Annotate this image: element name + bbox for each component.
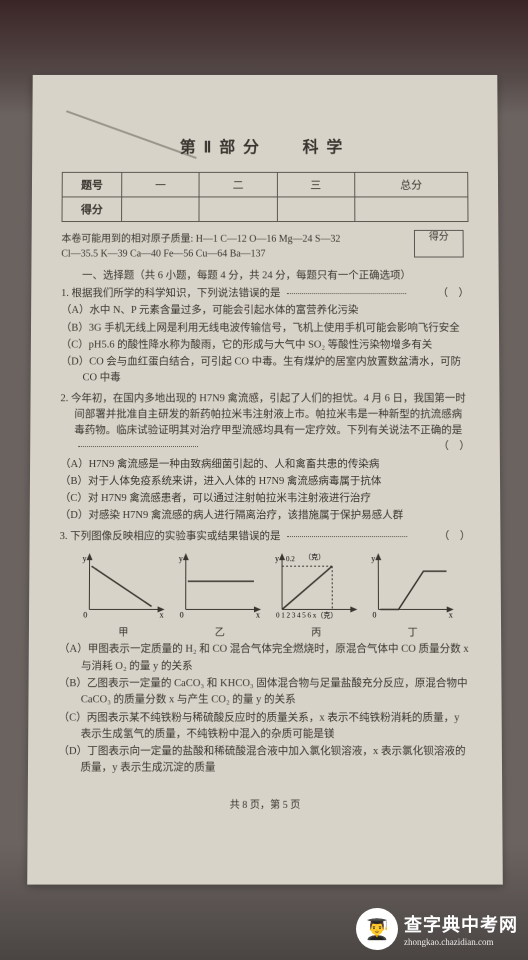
q-text: 3. 下列图像反映相应的实验事实或结果错误的是 <box>60 531 281 542</box>
chart-label-jia: 甲 <box>79 626 167 642</box>
atomic-mass-info: 得分 本卷可能用到的相对原子质量: H—1 C—12 O—16 Mg—24 S—… <box>61 232 468 262</box>
q2-option-a: （A）H7N9 禽流感是一种由致病细菌引起的、人和禽畜共患的传染病 <box>60 457 470 473</box>
chart-yi: y x 0 <box>176 551 264 619</box>
q2-stem: 2. 今年初，在国内多地出现的 H7N9 禽流感，引起了人们的担忧。4 月 6 … <box>60 391 470 456</box>
answer-bracket: （ ） <box>453 529 471 545</box>
chart-label-yi: 乙 <box>176 626 264 642</box>
svg-text:0: 0 <box>180 610 184 619</box>
cell <box>277 197 355 222</box>
q3-option-d: （D）丁图表示向一定量的盐酸和稀硫酸混合液中加入氯化钡溶液，x 表示氯化钡溶液的… <box>58 744 472 777</box>
answer-bracket: （ ） <box>451 286 468 302</box>
table-row: 题号 一 二 三 总分 <box>62 172 468 197</box>
score-table: 题号 一 二 三 总分 得分 <box>62 172 469 222</box>
answer-bracket: （ ） <box>452 439 470 455</box>
section-one-head: 一、选择题（共 6 小题，每题 4 分，共 24 分，每题只有一个正确选项） <box>61 267 469 282</box>
col-header: 三 <box>277 172 355 197</box>
q1-option-c: （C）pH5.6 的酸性降水称为酸雨，它的形成与大气中 SO₂ 等酸性污染物增多… <box>61 337 470 353</box>
question-2: 2. 今年初，在国内多地出现的 H7N9 禽流感，引起了人们的担忧。4 月 6 … <box>60 391 471 525</box>
svg-text:x: x <box>449 610 453 619</box>
chart-label-bing: 丙 <box>272 626 360 642</box>
watermark-logo: 👨‍🎓 查字典中考网 zhongkao.chazidian.com <box>356 908 518 950</box>
svg-text:y: y <box>179 554 183 563</box>
svg-text:y: y <box>83 554 87 563</box>
score-box-label: 得分 <box>429 232 449 243</box>
section-title: 第Ⅱ部分 科学 <box>62 134 468 158</box>
q2-option-b: （B）对于人体免疫系统来讲，进入人体的 H7N9 禽流感病毒属于抗体 <box>60 474 470 490</box>
chart-label-ding: 丁 <box>368 626 456 642</box>
svg-text:0.2: 0.2 <box>286 555 295 563</box>
q3-option-b: （B）乙图表示一定量的 CaCO₃ 和 KHCO₃ 固体混合物与足量盐酸充分反应… <box>59 676 472 709</box>
table-row: 得分 <box>62 197 468 222</box>
row-label: 得分 <box>62 197 122 222</box>
svg-text:（克）: （克） <box>304 553 325 561</box>
question-1: 1. 根据我们所学的科学知识，下列说法错误的是 （ ） （A）水中 N、P 元素… <box>61 286 470 387</box>
cell <box>199 197 277 222</box>
q3-stem: 3. 下列图像反映相应的实验事实或结果错误的是 （ ） <box>60 529 471 545</box>
q1-option-d: （D）CO 会与血红蛋白结合，可引起 CO 中毒。生有煤炉的居室内放置数盆清水，… <box>61 355 470 387</box>
col-header: 总分 <box>355 172 468 197</box>
chart-labels: 甲 乙 丙 丁 <box>79 626 471 642</box>
cell <box>355 197 468 222</box>
col-header: 二 <box>199 172 277 197</box>
q-text: 2. 今年初，在国内多地出现的 H7N9 禽流感，引起了人们的担忧。4 月 6 … <box>60 393 465 436</box>
q-text: 1. 根据我们所学的科学知识，下列说法错误的是 <box>61 288 280 299</box>
svg-text:x: x <box>256 610 260 619</box>
chart-ding: y x 0 <box>368 551 457 619</box>
q3-option-a: （A）甲图表示一定质量的 H₂ 和 CO 混合气体完全燃烧时，原混合气体中 CO… <box>59 642 471 675</box>
cell <box>122 197 200 222</box>
page-number: 共 8 页，第 5 页 <box>58 795 472 810</box>
col-header: 一 <box>122 172 200 197</box>
svg-text:x: x <box>160 610 164 619</box>
subject-label: 科学 <box>303 140 351 157</box>
exam-paper: 第Ⅱ部分 科学 题号 一 二 三 总分 得分 得分 本卷可能用到的相对原子质量:… <box>27 75 503 885</box>
svg-text:y: y <box>275 554 279 563</box>
logo-sub: zhongkao.chazidian.com <box>404 937 518 947</box>
atomic-line2: Cl—35.5 K—39 Ca—40 Fe—56 Cu—64 Ba—137 <box>61 247 468 262</box>
logo-main: 查字典中考网 <box>404 911 518 937</box>
col-header: 题号 <box>62 172 122 197</box>
chart-jia: y x 0 <box>79 551 168 619</box>
chart-bing: y 0.2 （克） 0 1 2 3 4 5 6 x（克） <box>272 551 360 619</box>
mascot-icon: 👨‍🎓 <box>356 908 398 950</box>
atomic-line1: 本卷可能用到的相对原子质量: H—1 C—12 O—16 Mg—24 S—32 <box>61 232 468 247</box>
q1-option-a: （A）水中 N、P 元素含量过多，可能会引起水体的富营养化污染 <box>61 303 469 319</box>
question-3: 3. 下列图像反映相应的实验事实或结果错误的是 （ ） y x 0 <box>58 529 472 777</box>
q2-option-c: （C）对 H7N9 禽流感患者，可以通过注射帕拉米韦注射液进行治疗 <box>60 491 470 507</box>
q3-option-c: （C）丙图表示某不纯铁粉与稀硫酸反应时的质量关系，x 表示不纯铁粉消耗的质量，y… <box>58 710 471 743</box>
svg-text:y: y <box>371 554 375 563</box>
chart-row: y x 0 y x 0 <box>79 551 471 619</box>
score-box: 得分 <box>414 230 464 258</box>
part-label: 第Ⅱ部分 <box>180 140 267 157</box>
q2-option-d: （D）对感染 H7N9 禽流感的病人进行隔离治疗，该措施属于保护易感人群 <box>60 508 471 524</box>
q1-stem: 1. 根据我们所学的科学知识，下列说法错误的是 （ ） <box>61 286 469 302</box>
svg-text:0: 0 <box>372 610 376 619</box>
svg-text:0: 0 <box>83 610 87 619</box>
svg-text:0 1 2 3 4 5 6 x（克）: 0 1 2 3 4 5 6 x（克） <box>276 611 337 619</box>
q1-option-b: （B）3G 手机无线上网是利用无线电波传输信号，飞机上使用手机可能会影响飞行安全 <box>61 320 469 336</box>
logo-text: 查字典中考网 zhongkao.chazidian.com <box>404 911 518 947</box>
